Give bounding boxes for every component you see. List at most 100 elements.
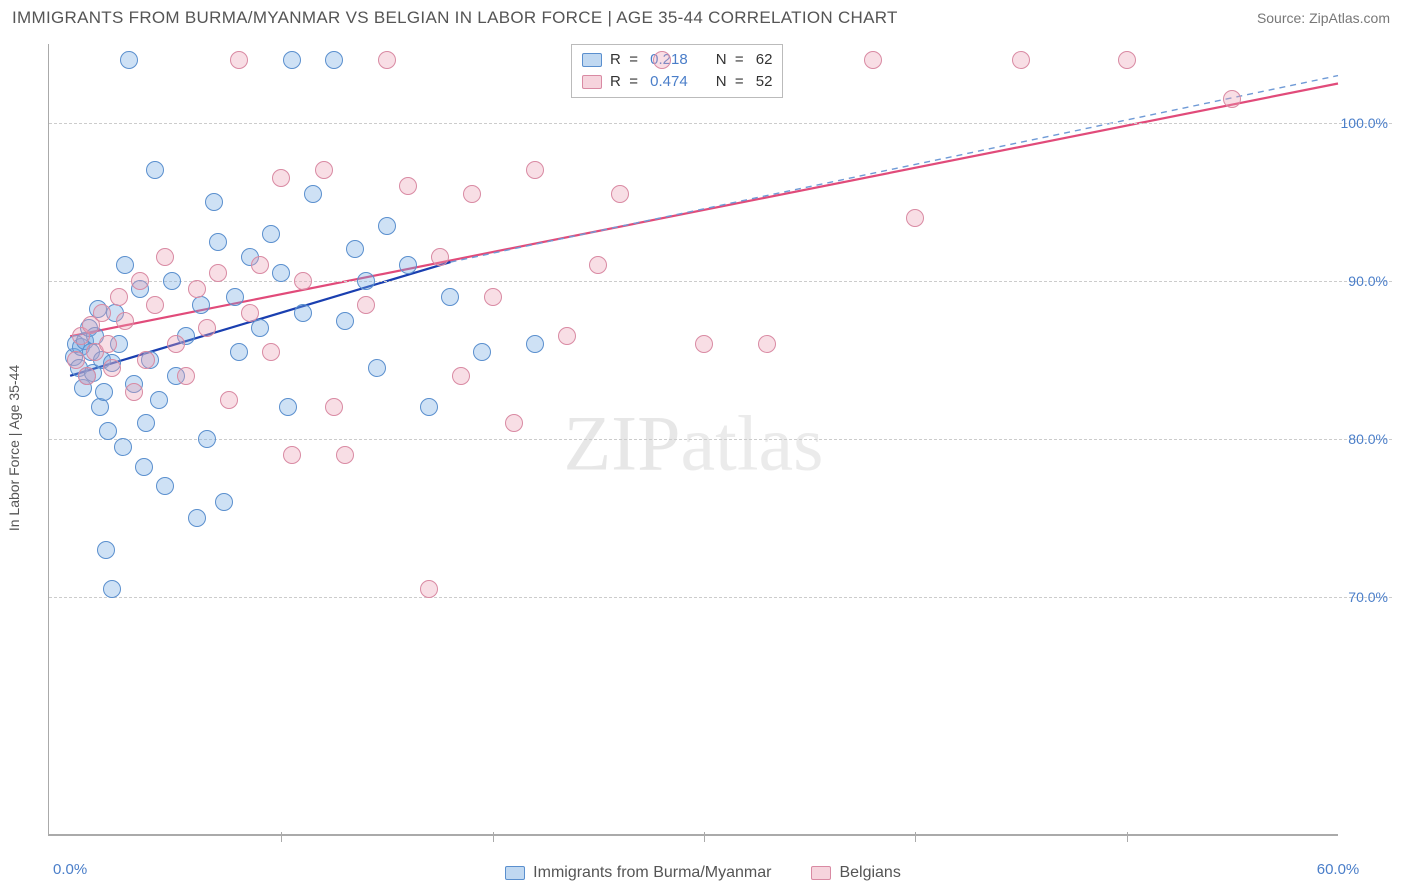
data-point — [251, 256, 269, 274]
data-point — [452, 367, 470, 385]
corr-legend: R = 0.218 N = 62 R = 0.474 N = 52 — [571, 44, 783, 98]
legend-n-key: N = — [716, 71, 744, 93]
y-axis-title: In Labor Force | Age 35-44 — [6, 365, 22, 531]
data-point — [473, 343, 491, 361]
x-tick — [281, 832, 282, 842]
data-point — [431, 248, 449, 266]
gridline — [49, 281, 1392, 282]
plot-inner: ZIPatlas R = 0.218 N = 62 R = 0.474 N = … — [48, 44, 1338, 836]
data-point — [209, 264, 227, 282]
data-point — [120, 51, 138, 69]
data-point — [137, 351, 155, 369]
data-point — [420, 580, 438, 598]
data-point — [215, 493, 233, 511]
data-point — [526, 335, 544, 353]
data-point — [103, 580, 121, 598]
y-tick-label: 80.0% — [1348, 431, 1388, 447]
legend-r-key: R = — [610, 49, 638, 71]
legend-swatch — [811, 866, 831, 880]
data-point — [135, 458, 153, 476]
data-point — [325, 51, 343, 69]
gridline — [49, 123, 1392, 124]
gridline — [49, 597, 1392, 598]
data-point — [156, 477, 174, 495]
data-point — [205, 193, 223, 211]
data-point — [99, 335, 117, 353]
data-point — [131, 272, 149, 290]
data-point — [146, 161, 164, 179]
legend-r-key: R = — [610, 71, 638, 93]
data-point — [156, 248, 174, 266]
data-point — [137, 414, 155, 432]
data-point — [864, 51, 882, 69]
header-row: IMMIGRANTS FROM BURMA/MYANMAR VS BELGIAN… — [0, 0, 1406, 32]
data-point — [1223, 90, 1241, 108]
legend-n-val: 62 — [752, 49, 773, 71]
data-point — [325, 398, 343, 416]
legend-n-key: N = — [716, 49, 744, 71]
data-point — [188, 280, 206, 298]
data-point — [378, 217, 396, 235]
data-point — [906, 209, 924, 227]
data-point — [526, 161, 544, 179]
data-point — [103, 359, 121, 377]
x-tick — [493, 832, 494, 842]
y-tick-label: 90.0% — [1348, 273, 1388, 289]
data-point — [146, 296, 164, 314]
data-point — [304, 185, 322, 203]
bottom-legend-item: Immigrants from Burma/Myanmar — [505, 864, 771, 882]
data-point — [97, 541, 115, 559]
data-point — [241, 304, 259, 322]
data-point — [198, 319, 216, 337]
data-point — [315, 161, 333, 179]
data-point — [230, 51, 248, 69]
data-point — [272, 264, 290, 282]
chart-title: IMMIGRANTS FROM BURMA/MYANMAR VS BELGIAN… — [12, 8, 898, 28]
data-point — [357, 296, 375, 314]
y-tick-label: 70.0% — [1348, 589, 1388, 605]
data-point — [198, 430, 216, 448]
data-point — [262, 225, 280, 243]
data-point — [192, 296, 210, 314]
data-point — [220, 391, 238, 409]
data-point — [283, 446, 301, 464]
data-point — [283, 51, 301, 69]
data-point — [611, 185, 629, 203]
data-point — [116, 256, 134, 274]
data-point — [336, 446, 354, 464]
data-point — [1118, 51, 1136, 69]
data-point — [399, 256, 417, 274]
data-point — [368, 359, 386, 377]
data-point — [99, 422, 117, 440]
data-point — [251, 319, 269, 337]
data-point — [558, 327, 576, 345]
legend-swatch — [582, 75, 602, 89]
data-point — [589, 256, 607, 274]
data-point — [441, 288, 459, 306]
legend-r-val: 0.474 — [646, 71, 688, 93]
data-point — [294, 272, 312, 290]
legend-row: R = 0.218 N = 62 — [582, 49, 772, 71]
data-point — [163, 272, 181, 290]
gridline — [49, 439, 1392, 440]
data-point — [262, 343, 280, 361]
legend-swatch — [505, 866, 525, 880]
data-point — [1012, 51, 1030, 69]
source-label: Source: ZipAtlas.com — [1257, 10, 1390, 26]
data-point — [357, 272, 375, 290]
data-point — [420, 398, 438, 416]
data-point — [188, 509, 206, 527]
data-point — [95, 383, 113, 401]
x-tick — [704, 832, 705, 842]
legend-n-val: 52 — [752, 71, 773, 93]
data-point — [114, 438, 132, 456]
data-point — [294, 304, 312, 322]
data-point — [463, 185, 481, 203]
data-point — [67, 351, 85, 369]
data-point — [110, 288, 128, 306]
data-point — [150, 391, 168, 409]
data-point — [230, 343, 248, 361]
data-point — [272, 169, 290, 187]
legend-row: R = 0.474 N = 52 — [582, 71, 772, 93]
data-point — [378, 51, 396, 69]
